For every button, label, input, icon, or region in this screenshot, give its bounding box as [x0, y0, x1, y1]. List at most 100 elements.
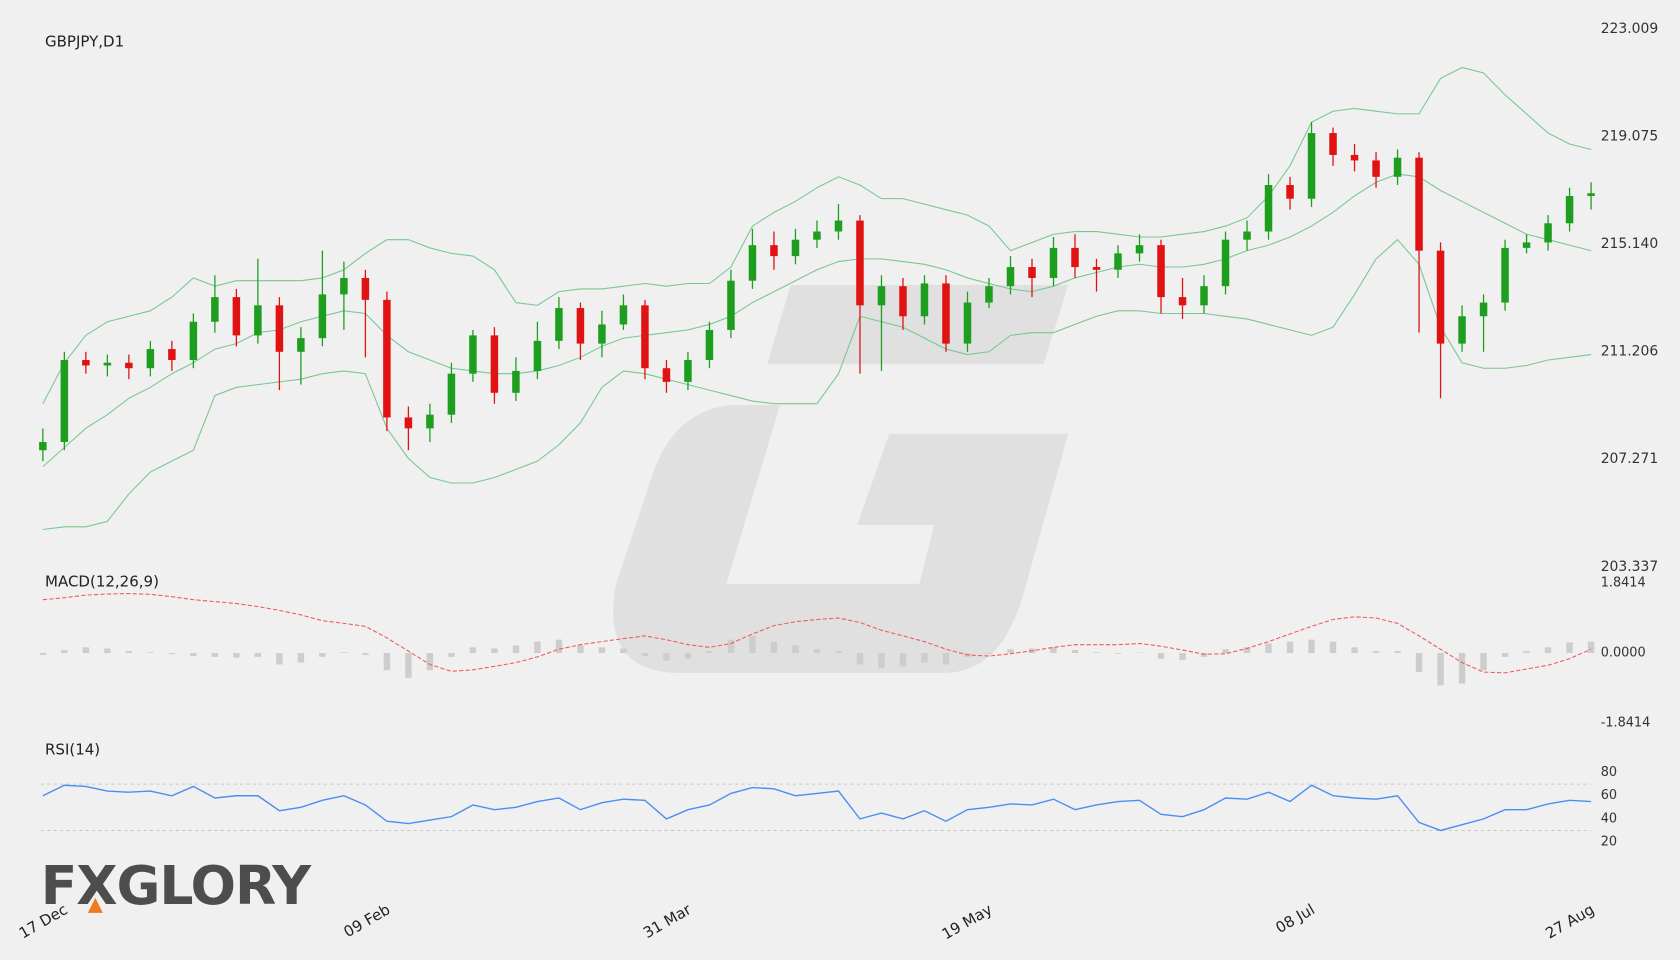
candle-body: [748, 245, 757, 281]
macd-bar: [211, 653, 219, 657]
macd-bar: [512, 645, 520, 654]
macd-bar: [469, 647, 477, 654]
band-line: [42, 173, 1592, 468]
candle-body: [533, 340, 542, 371]
macd-bar: [125, 651, 133, 654]
macd-bar: [1071, 649, 1079, 654]
band-line: [42, 66, 1592, 404]
macd-bar: [899, 653, 907, 667]
macd-bar: [1523, 651, 1530, 654]
candle-body: [1458, 316, 1466, 344]
candle-body: [1479, 302, 1488, 317]
candle-body: [1135, 245, 1144, 254]
macd-bar: [534, 641, 541, 654]
y-tick-label: -1.8414: [1601, 716, 1651, 731]
candle-body: [985, 286, 993, 303]
candle-body: [340, 277, 348, 295]
panel-title: MACD(12,26,9): [45, 572, 159, 590]
candle-body: [168, 349, 176, 361]
macd-bar: [942, 653, 950, 665]
panel-title: RSI(14): [45, 741, 100, 759]
macd-bar: [1157, 653, 1165, 659]
candle-body: [39, 442, 47, 451]
candle-body: [576, 308, 585, 344]
candle-body: [60, 360, 69, 443]
macd-bar: [61, 649, 68, 654]
macd-bar: [620, 648, 627, 654]
macd-bar: [82, 647, 90, 654]
macd-bar: [319, 653, 326, 657]
macd-bar: [276, 653, 283, 665]
candle-body: [641, 305, 649, 369]
macd-bar: [405, 653, 412, 678]
macd-bar: [1007, 649, 1014, 654]
rsi-line: [42, 784, 1592, 832]
y-tick-label: 223.009: [1601, 21, 1659, 37]
macd-bar: [577, 645, 584, 654]
macd-bar: [1329, 641, 1337, 654]
y-tick-label: 203.337: [1601, 559, 1659, 575]
macd-bar: [770, 641, 778, 654]
candle-body: [383, 299, 391, 418]
candle-body: [1006, 267, 1015, 287]
macd-bar: [1566, 642, 1573, 654]
candle-body: [1178, 297, 1187, 306]
watermark-g: [613, 405, 1069, 673]
candle-body: [1200, 286, 1208, 306]
macd-bar: [39, 653, 47, 655]
signal-line: [42, 593, 1592, 674]
candle-body: [103, 362, 112, 366]
candle-body: [856, 220, 864, 306]
candle-body: [1028, 267, 1036, 278]
macd-bar: [1222, 649, 1229, 654]
candle-body: [361, 277, 370, 300]
candle-body: [899, 286, 907, 317]
candle-body: [1372, 160, 1380, 177]
macd-bar: [362, 653, 369, 655]
macd-bar: [491, 648, 498, 654]
candle-body: [490, 335, 499, 393]
y-tick-label: 211.206: [1601, 344, 1659, 360]
macd-bar: [598, 647, 606, 654]
candle-body: [791, 239, 800, 257]
macd-bar: [921, 653, 928, 663]
macd-bar: [1093, 652, 1100, 654]
panel-title: GBPJPY,D1: [45, 32, 124, 50]
macd-bar: [1243, 647, 1251, 654]
macd-bar: [254, 653, 262, 657]
candle-body: [232, 297, 241, 336]
macd-bar: [1114, 653, 1122, 654]
logo-accent: [87, 897, 103, 913]
candle-body: [1071, 247, 1079, 268]
candle-body: [1436, 250, 1445, 344]
candle-body: [211, 297, 219, 322]
candle-body: [942, 283, 950, 344]
candle-body: [963, 302, 972, 344]
y-tick-label: 219.075: [1601, 128, 1659, 144]
macd-bar: [727, 639, 735, 654]
candle-body: [598, 324, 606, 344]
macd-bar: [684, 653, 692, 659]
y-tick-label: 60: [1601, 788, 1617, 803]
macd-bar: [1308, 639, 1315, 654]
macd-bar: [1544, 647, 1552, 654]
macd-bar: [1372, 651, 1380, 654]
candle-body: [920, 283, 929, 317]
candle-body: [318, 294, 327, 339]
macd-bar: [1286, 641, 1294, 654]
candle-body: [1350, 154, 1359, 161]
candle-body: [813, 231, 821, 240]
candle-body: [1307, 133, 1316, 199]
macd-bar: [426, 653, 434, 671]
candle-body: [1329, 133, 1337, 155]
y-tick-label: 215.140: [1601, 236, 1659, 252]
candle-body: [1286, 185, 1294, 199]
candle-body: [1415, 157, 1423, 251]
candle-body: [1243, 231, 1251, 240]
candle-body: [834, 220, 843, 232]
macd-bar: [448, 653, 455, 657]
logo: FXGLORY: [41, 854, 312, 917]
candle-body: [275, 305, 284, 352]
candle-body: [447, 373, 456, 415]
candle-body: [1114, 253, 1122, 270]
